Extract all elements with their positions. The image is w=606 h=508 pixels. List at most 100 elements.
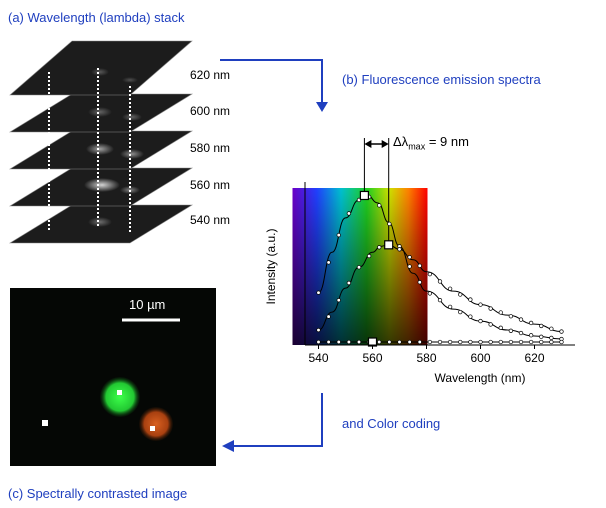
delta-prefix: Δλ xyxy=(393,134,409,149)
series-3-point xyxy=(326,339,331,345)
series-1-point xyxy=(498,325,503,330)
series-1-point xyxy=(387,221,392,227)
x-tick-label-540: 540 xyxy=(308,351,328,365)
x-tick-label-620: 620 xyxy=(524,351,544,365)
series-2-point xyxy=(407,255,412,260)
series-3-point xyxy=(336,339,341,345)
series-2-point xyxy=(539,323,544,329)
series-1-point xyxy=(458,309,463,315)
series-1-point xyxy=(478,318,483,324)
series-2-point xyxy=(447,286,453,291)
series-3-point xyxy=(346,339,352,345)
series-2-point xyxy=(508,314,514,319)
series-1-point xyxy=(427,291,433,296)
emission-spectra-chart: 540 560 580 600 620 Wavelength (nm) Intensit… xyxy=(264,138,575,385)
series-2-point xyxy=(397,247,402,252)
series-2-point xyxy=(528,320,534,326)
series-1-point xyxy=(447,304,453,310)
scale-bar-label: 10 µm xyxy=(129,297,165,312)
peak-marker-2 xyxy=(384,240,394,250)
series-1-point xyxy=(377,203,382,208)
series-3-point xyxy=(417,339,422,345)
series-1-point xyxy=(518,330,524,336)
delta-sub: max xyxy=(408,141,426,152)
series-2-point xyxy=(356,265,362,270)
series-1-point xyxy=(417,280,422,285)
series-2-point xyxy=(427,272,433,277)
orange-particle xyxy=(139,407,173,441)
series-3-point xyxy=(356,339,362,345)
series-2-point xyxy=(417,263,422,268)
spectral-image: 10 µm xyxy=(10,288,216,466)
x-tick-label-560: 560 xyxy=(362,351,382,365)
series-3-point xyxy=(518,339,524,345)
series-3-point xyxy=(458,339,463,345)
series-3-point xyxy=(397,339,402,345)
series-2-point xyxy=(326,314,331,319)
series-1-point xyxy=(508,328,514,333)
series-2-point xyxy=(488,306,493,311)
series-1-point xyxy=(326,260,331,265)
series-1-point xyxy=(549,335,554,341)
series-3-point xyxy=(528,339,534,345)
lambda-stack xyxy=(8,40,194,244)
series-3-point xyxy=(549,339,554,345)
x-axis-label: Wavelength (nm) xyxy=(435,371,526,385)
series-1-point xyxy=(488,322,493,327)
series-3-point xyxy=(559,339,564,345)
series-3-point xyxy=(478,339,483,345)
stack-slice-620 xyxy=(9,40,193,96)
series-2-point xyxy=(549,326,554,331)
stack-label-600: 600 nm xyxy=(190,104,231,118)
series-2-point xyxy=(559,329,564,334)
series-3-point xyxy=(437,339,443,345)
green-particle xyxy=(100,377,140,417)
series-1-point xyxy=(437,297,443,303)
arrow-a-to-b xyxy=(220,59,328,112)
series-2-point xyxy=(316,327,321,333)
series-3-point xyxy=(387,339,392,345)
series-2-point xyxy=(437,279,443,284)
series-3-point xyxy=(488,339,493,345)
series-1-point xyxy=(346,211,352,216)
series-2-point xyxy=(478,302,483,307)
stack-label-560: 560 nm xyxy=(190,178,231,192)
series-2-point xyxy=(346,280,352,286)
series-3-point xyxy=(539,339,544,345)
stack-label-540: 540 nm xyxy=(190,213,231,227)
stack-label-580: 580 nm xyxy=(190,141,231,155)
x-tick-label-580: 580 xyxy=(416,351,436,365)
series-1-point xyxy=(336,232,341,238)
series-2-point xyxy=(518,317,524,322)
series-2-point xyxy=(336,297,341,303)
delta-lambda-annotation: Δλmax = 9 nm xyxy=(393,134,469,152)
y-axis-label: Intensity (a.u.) xyxy=(264,228,278,304)
caption-color-coding: and Color coding xyxy=(342,416,441,431)
series-3-point xyxy=(427,339,433,345)
series-3-point xyxy=(316,339,321,345)
series-1-point xyxy=(316,290,321,295)
series-3-point xyxy=(468,339,473,345)
caption-c: (c) Spectrally contrasted image xyxy=(8,486,188,501)
series-2-point xyxy=(468,297,473,302)
series-3-point xyxy=(377,339,382,345)
arrow-to-c xyxy=(222,393,323,452)
stack-label-620: 620 nm xyxy=(190,68,231,82)
peak-marker-1 xyxy=(359,190,369,201)
x-tick-label-600: 600 xyxy=(470,351,490,365)
series-2-point xyxy=(458,292,463,297)
series-3-point xyxy=(447,339,453,345)
series-2-point xyxy=(498,310,503,315)
caption-b: (b) Fluorescence emission spectra xyxy=(342,72,541,87)
series-1-point xyxy=(539,334,544,339)
delta-suffix: = 9 nm xyxy=(425,134,469,149)
series-2-point xyxy=(366,253,372,259)
series-3-point xyxy=(508,339,514,345)
series-1-point xyxy=(407,264,412,269)
series-1-point xyxy=(468,314,473,319)
series-2-point xyxy=(377,245,382,250)
series-3-point xyxy=(498,339,503,345)
caption-a: (a) Wavelength (lambda) stack xyxy=(8,10,185,25)
series-3-point xyxy=(407,339,412,345)
